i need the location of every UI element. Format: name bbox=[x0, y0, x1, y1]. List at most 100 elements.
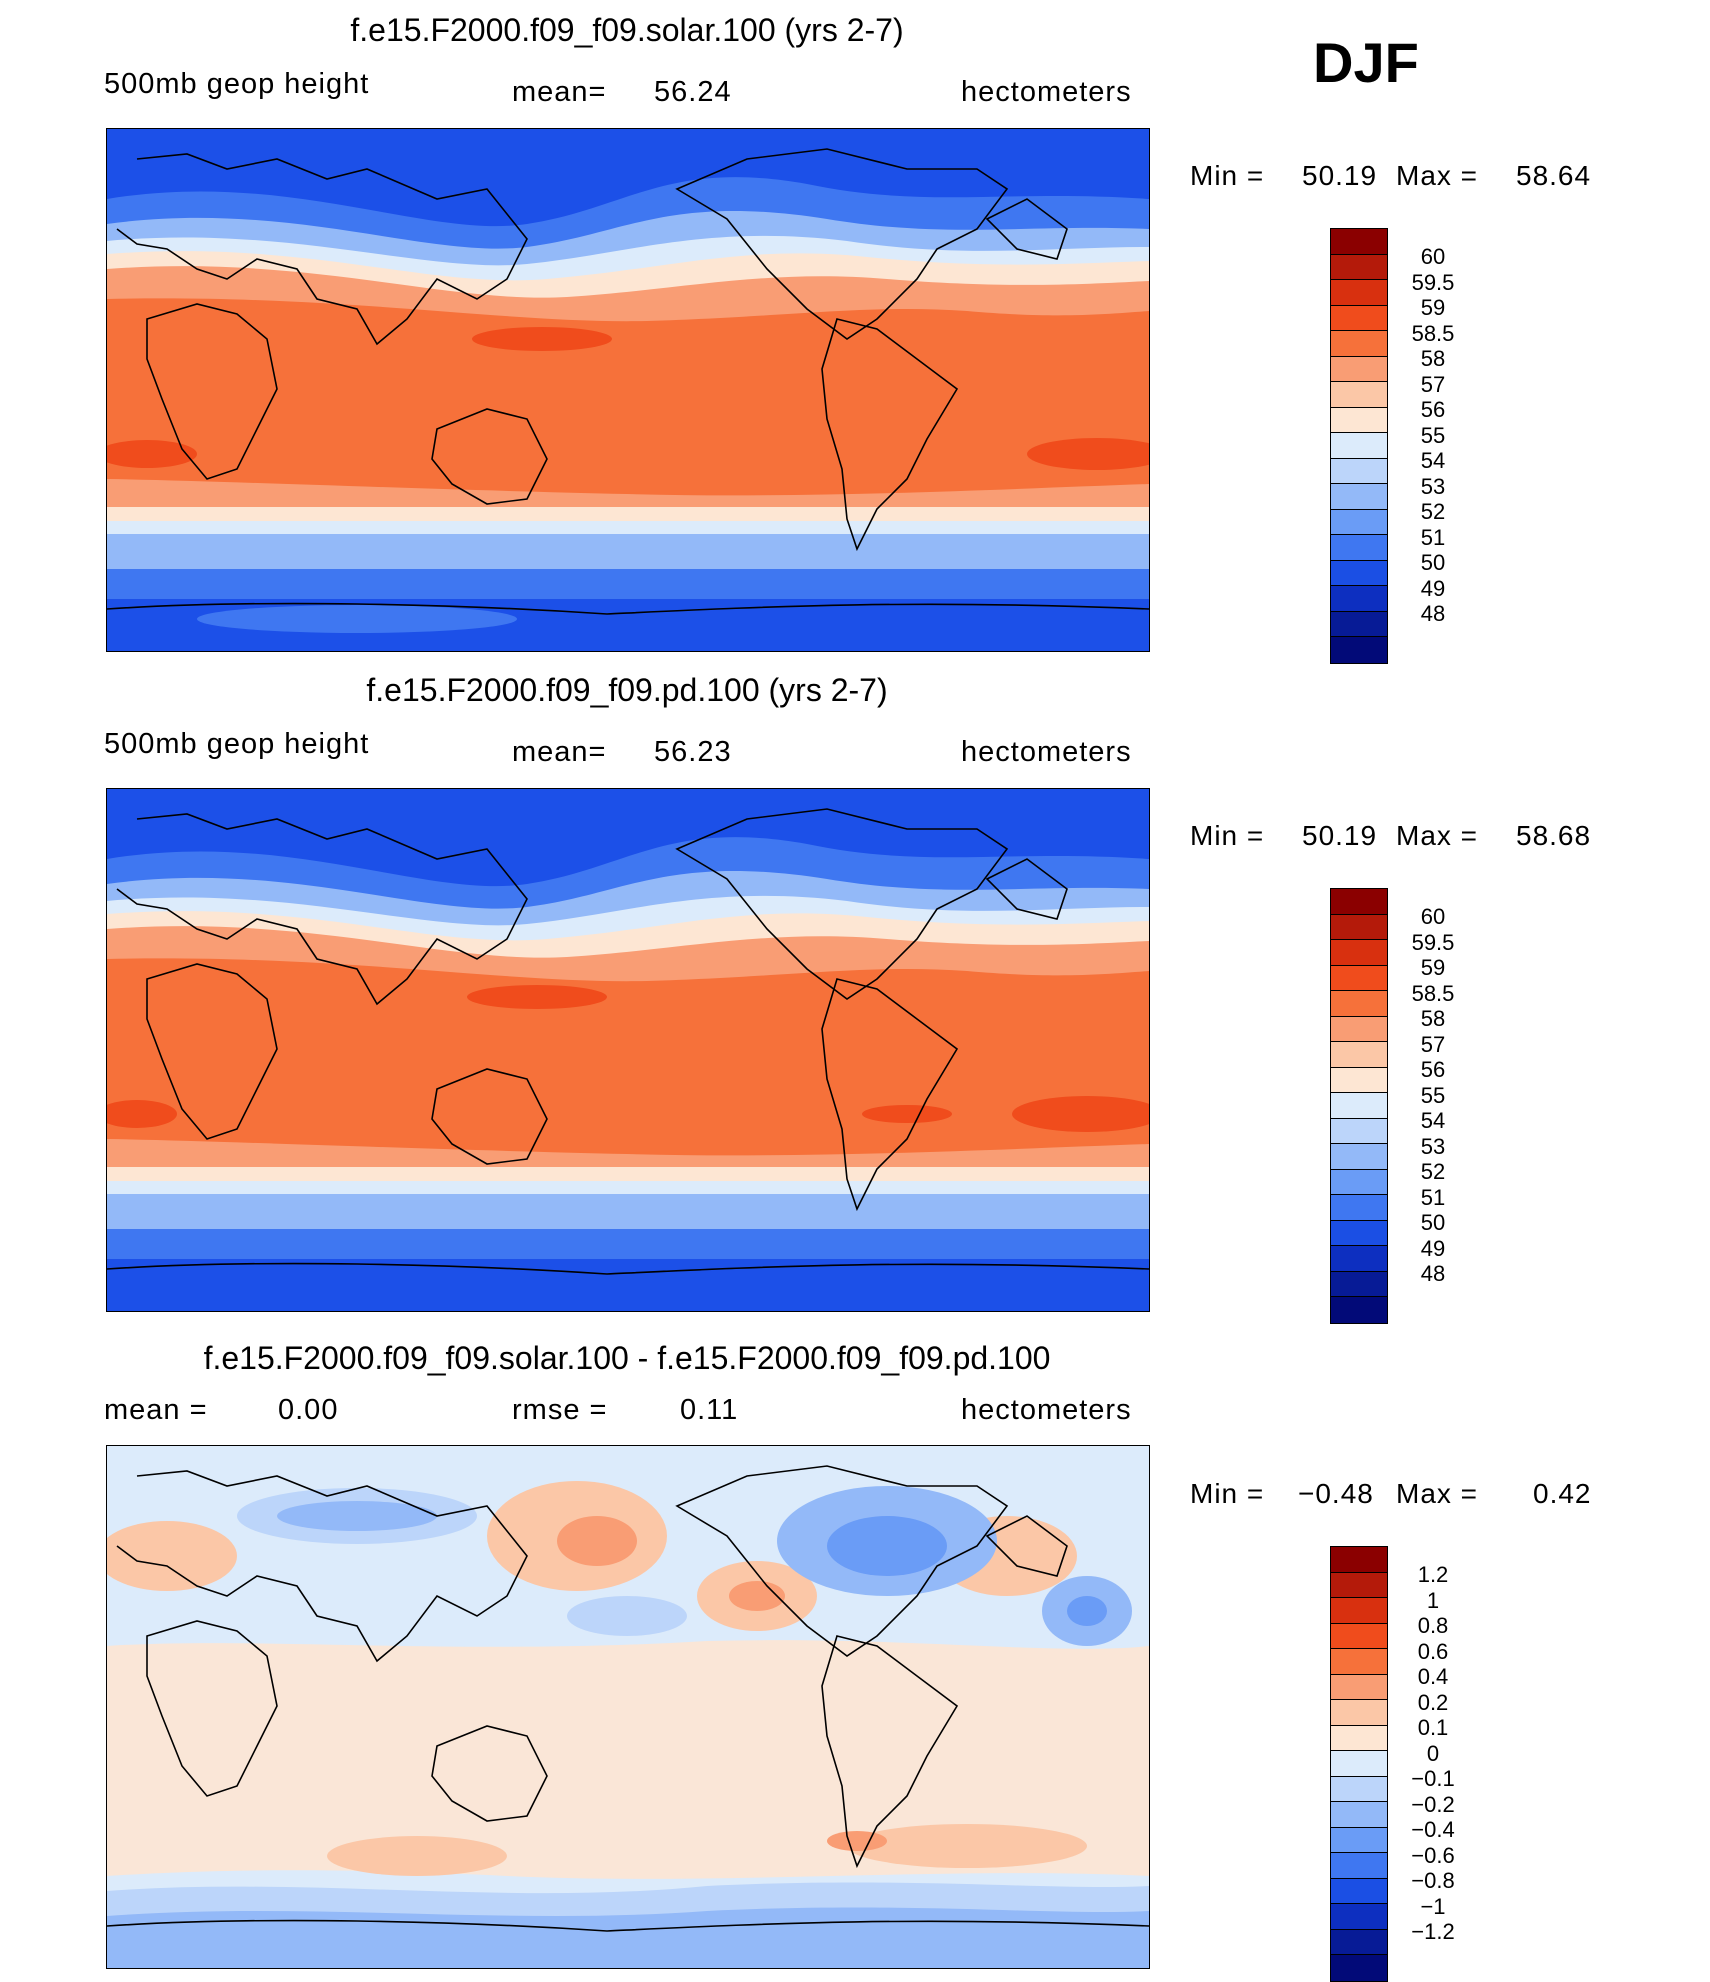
colorbar-tick-label: −0.6 bbox=[1411, 1842, 1455, 1868]
colorbar-tick-label: 0 bbox=[1426, 1740, 1440, 1766]
colorbar-tick-label: −1 bbox=[1420, 1893, 1446, 1919]
panel1-coastlines bbox=[107, 148, 1149, 615]
colorbar-swatch bbox=[1331, 1246, 1387, 1272]
panel2-contour-field bbox=[107, 789, 1149, 1311]
colorbar-tick-label: 52 bbox=[1420, 499, 1446, 524]
panel3-mean-value: 0.00 bbox=[278, 1394, 339, 1426]
colorbar-tick-label: 49 bbox=[1420, 1235, 1446, 1261]
colorbar-swatch bbox=[1331, 509, 1387, 535]
colorbar-swatch bbox=[1331, 356, 1387, 382]
colorbar-swatch bbox=[1331, 1093, 1387, 1119]
panel3-min-label: Min = bbox=[1190, 1478, 1265, 1509]
colorbar-swatch bbox=[1331, 1776, 1387, 1802]
panel3-contour-field bbox=[107, 1446, 1149, 1968]
panel3-max-value: 0.42 bbox=[1533, 1478, 1592, 1509]
colorbar-tick-label: 51 bbox=[1420, 524, 1446, 550]
panel3-colorbar bbox=[1330, 1546, 1388, 1982]
panel3-units: hectometers bbox=[961, 1394, 1132, 1426]
panel1-colorbar bbox=[1330, 228, 1388, 664]
panel1-min-value: 50.19 bbox=[1302, 160, 1378, 191]
colorbar-swatch bbox=[1331, 1118, 1387, 1144]
colorbar-swatch bbox=[1331, 1195, 1387, 1221]
colorbar-swatch bbox=[1331, 637, 1387, 663]
colorbar-swatch bbox=[1331, 305, 1387, 331]
colorbar-swatch bbox=[1331, 940, 1387, 966]
colorbar-swatch bbox=[1331, 1220, 1387, 1246]
colorbar-tick-label: 55 bbox=[1420, 1082, 1446, 1108]
panel1-title: f.e15.F2000.f09_f09.solar.100 (yrs 2-7) bbox=[350, 12, 904, 48]
colorbar-swatch bbox=[1331, 1802, 1387, 1828]
colorbar-tick-label: 0.8 bbox=[1417, 1613, 1449, 1638]
colorbar-tick-label: 59.5 bbox=[1411, 929, 1455, 955]
colorbar-swatch bbox=[1331, 1674, 1387, 1700]
colorbar-swatch bbox=[1331, 965, 1387, 991]
colorbar-swatch bbox=[1331, 1751, 1387, 1777]
colorbar-tick-label: 57 bbox=[1420, 371, 1446, 397]
colorbar-swatch bbox=[1331, 914, 1387, 940]
colorbar-tick-label: 56 bbox=[1420, 1057, 1446, 1082]
colorbar-tick-label: 48 bbox=[1420, 601, 1446, 626]
panel1-max-value: 58.64 bbox=[1516, 160, 1592, 191]
colorbar-swatch bbox=[1331, 1904, 1387, 1930]
panel1-mean-value: 56.24 bbox=[654, 76, 732, 108]
panel2-units: hectometers bbox=[961, 736, 1132, 768]
colorbar-swatch bbox=[1331, 280, 1387, 306]
colorbar-tick-label: −1.2 bbox=[1411, 1919, 1455, 1944]
colorbar-tick-label: 58 bbox=[1420, 1006, 1446, 1031]
colorbar-tick-label: 0.1 bbox=[1417, 1715, 1449, 1740]
colorbar-swatch bbox=[1331, 535, 1387, 561]
panel2-colorbar bbox=[1330, 888, 1388, 1324]
colorbar-tick-label: 50 bbox=[1420, 550, 1446, 575]
panel1-units: hectometers bbox=[961, 76, 1132, 108]
colorbar-swatch bbox=[1331, 1016, 1387, 1042]
colorbar-tick-label: 51 bbox=[1420, 1184, 1446, 1210]
colorbar-tick-label: 55 bbox=[1420, 422, 1446, 448]
panel2-max-value: 58.68 bbox=[1516, 820, 1592, 851]
colorbar-tick-label: 60 bbox=[1420, 904, 1446, 929]
colorbar-swatch bbox=[1331, 331, 1387, 357]
colorbar-swatch bbox=[1331, 407, 1387, 433]
panel1-mean-label: mean= bbox=[512, 76, 607, 108]
colorbar-tick-label: −0.2 bbox=[1411, 1791, 1455, 1817]
colorbar-swatch bbox=[1331, 1572, 1387, 1598]
colorbar-swatch bbox=[1331, 1271, 1387, 1297]
panel1-variable-label: 500mb geop height bbox=[104, 68, 370, 100]
colorbar-swatch bbox=[1331, 458, 1387, 484]
colorbar-swatch bbox=[1331, 1929, 1387, 1955]
colorbar-swatch bbox=[1331, 1547, 1387, 1573]
colorbar-tick-label: −0.1 bbox=[1411, 1766, 1455, 1791]
colorbar-tick-label: 58.5 bbox=[1411, 320, 1455, 346]
colorbar-tick-label: 59.5 bbox=[1411, 269, 1455, 295]
season-label: DJF bbox=[1313, 31, 1419, 94]
colorbar-tick-label: 48 bbox=[1420, 1261, 1446, 1286]
colorbar-swatch bbox=[1331, 1725, 1387, 1751]
colorbar-swatch bbox=[1331, 1955, 1387, 1981]
colorbar-swatch bbox=[1331, 1598, 1387, 1624]
panel1-max-label: Max = bbox=[1396, 160, 1479, 191]
colorbar-swatch bbox=[1331, 1827, 1387, 1853]
colorbar-swatch bbox=[1331, 611, 1387, 637]
colorbar-swatch bbox=[1331, 1700, 1387, 1726]
colorbar-tick-label: −0.4 bbox=[1411, 1817, 1455, 1842]
colorbar-swatch bbox=[1331, 433, 1387, 459]
colorbar-tick-label: 60 bbox=[1420, 244, 1446, 269]
panel3-title: f.e15.F2000.f09_f09.solar.100 - f.e15.F2… bbox=[203, 1340, 1051, 1376]
colorbar-tick-label: 1.2 bbox=[1417, 1562, 1449, 1587]
colorbar-tick-label: 59 bbox=[1420, 295, 1446, 320]
colorbar-swatch bbox=[1331, 1297, 1387, 1323]
colorbar-tick-label: 53 bbox=[1420, 1133, 1446, 1159]
colorbar-swatch bbox=[1331, 229, 1387, 255]
colorbar-swatch bbox=[1331, 991, 1387, 1017]
panel2-min-value: 50.19 bbox=[1302, 820, 1378, 851]
panel3-mean-label: mean = bbox=[104, 1394, 208, 1426]
colorbar-tick-label: 49 bbox=[1420, 575, 1446, 601]
panel1-min-label: Min = bbox=[1190, 160, 1265, 191]
colorbar-swatch bbox=[1331, 484, 1387, 510]
panel2-max-label: Max = bbox=[1396, 820, 1479, 851]
panel2-coastlines bbox=[107, 808, 1149, 1275]
panel3-max-label: Max = bbox=[1396, 1478, 1479, 1509]
colorbar-tick-label: 0.2 bbox=[1417, 1689, 1449, 1715]
colorbar-tick-label: 54 bbox=[1420, 448, 1446, 473]
colorbar-swatch bbox=[1331, 889, 1387, 915]
colorbar-tick-label: 0.4 bbox=[1417, 1664, 1449, 1689]
